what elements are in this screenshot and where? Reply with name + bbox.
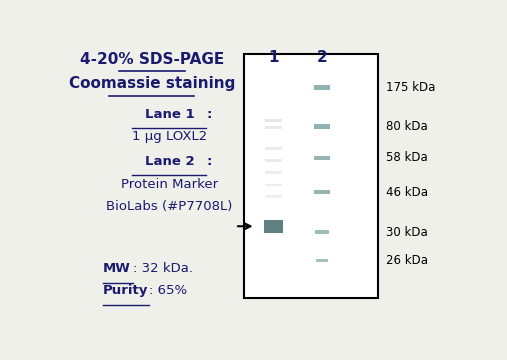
Bar xyxy=(314,156,330,160)
Bar xyxy=(265,159,282,162)
Text: 80 kDa: 80 kDa xyxy=(386,120,428,133)
Text: Coomassie staining: Coomassie staining xyxy=(68,76,235,91)
Bar xyxy=(314,124,330,129)
Bar xyxy=(265,171,282,174)
Text: MW: MW xyxy=(102,262,130,275)
Bar xyxy=(244,54,378,298)
Bar xyxy=(265,126,282,129)
Text: Purity: Purity xyxy=(102,284,148,297)
Text: :: : xyxy=(206,156,211,168)
Bar xyxy=(315,230,329,234)
Text: 4-20% SDS-PAGE: 4-20% SDS-PAGE xyxy=(80,51,224,67)
Text: 1: 1 xyxy=(268,50,279,65)
Text: 1 μg LOXL2: 1 μg LOXL2 xyxy=(132,130,207,143)
Text: BioLabs (#P7708L): BioLabs (#P7708L) xyxy=(106,200,233,213)
Text: 26 kDa: 26 kDa xyxy=(386,254,428,267)
Text: : 32 kDa.: : 32 kDa. xyxy=(133,262,193,275)
Bar xyxy=(265,184,282,186)
Bar xyxy=(316,258,328,262)
Text: 175 kDa: 175 kDa xyxy=(386,81,436,94)
Bar xyxy=(265,147,282,150)
Bar xyxy=(265,119,282,122)
Text: 46 kDa: 46 kDa xyxy=(386,186,428,199)
Bar xyxy=(314,85,330,90)
Text: :: : xyxy=(206,108,211,121)
Bar xyxy=(314,190,330,194)
Text: 30 kDa: 30 kDa xyxy=(386,226,428,239)
Bar xyxy=(264,220,283,233)
Text: : 65%: : 65% xyxy=(149,284,187,297)
Text: Lane 1: Lane 1 xyxy=(144,108,194,121)
Text: Lane 2: Lane 2 xyxy=(144,156,194,168)
Text: 58 kDa: 58 kDa xyxy=(386,152,428,165)
Bar xyxy=(265,195,282,198)
Text: Protein Marker: Protein Marker xyxy=(121,177,218,191)
Text: 2: 2 xyxy=(316,50,328,65)
